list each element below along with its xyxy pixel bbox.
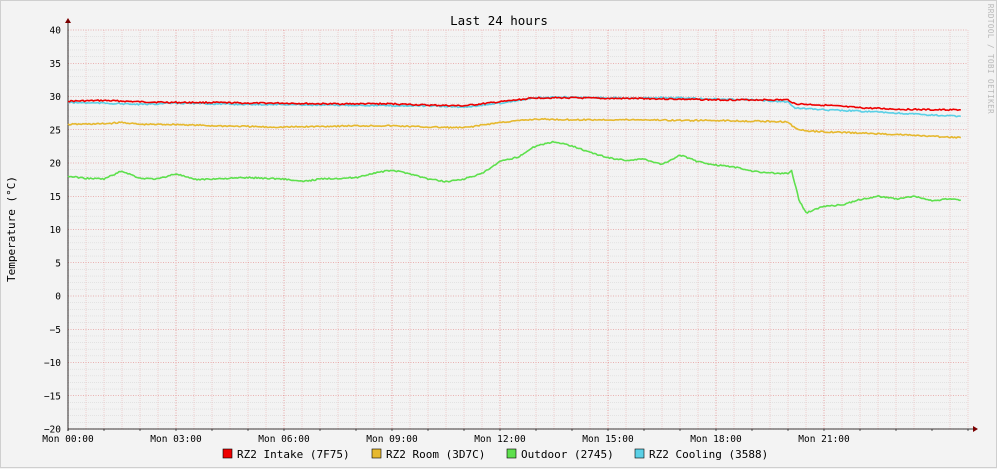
legend-label-1: RZ2 Room (3D7C) (386, 448, 485, 461)
x-tick-label: Mon 18:00 (690, 434, 742, 445)
legend-swatch-3 (634, 448, 645, 459)
axes (65, 18, 978, 432)
y-tick-label: 20 (50, 159, 62, 170)
y-tick-label: 0 (55, 292, 61, 303)
watermark: RRDTOOL / TOBI OETIKER (986, 4, 995, 114)
y-tick-label: −5 (50, 325, 61, 336)
x-tick-label: Mon 00:00 (42, 434, 94, 445)
x-tick-label: Mon 15:00 (582, 434, 634, 445)
series-line-0 (68, 96, 961, 112)
legend-label-2: Outdoor (2745) (521, 448, 614, 461)
x-tick-labels: Mon 00:00 Mon 03:00 Mon 06:00 Mon 09:00 Mon … (42, 434, 850, 445)
y-axis-label: Temperature (°C) (5, 176, 18, 282)
x-axis-arrow (973, 426, 978, 432)
legend-swatch-2 (506, 448, 517, 459)
y-tick-label: −15 (44, 391, 61, 402)
legend-label-0: RZ2 Intake (7F75) (237, 448, 350, 461)
legend: RZ2 Intake (7F75) RZ2 Room (3D7C) Outdoor … (222, 448, 768, 461)
x-tick-label: Mon 21:00 (798, 434, 850, 445)
x-tick-label: Mon 12:00 (474, 434, 526, 445)
series-line-3 (67, 95, 962, 118)
y-axis-arrow (65, 18, 71, 23)
series-line-2 (67, 140, 961, 214)
y-tick-label: 35 (50, 59, 61, 70)
y-tick-label: 40 (50, 26, 62, 37)
series-lines (67, 95, 962, 214)
x-tick-label: Mon 03:00 (150, 434, 202, 445)
legend-swatch-1 (371, 448, 382, 459)
y-tick-label: −20 (44, 425, 61, 436)
y-tick-label: 5 (55, 258, 61, 269)
y-tick-label: −10 (44, 358, 61, 369)
y-tick-label: 30 (50, 92, 62, 103)
x-tick-label: Mon 06:00 (258, 434, 310, 445)
chart-title: Last 24 hours (450, 13, 548, 28)
y-tick-label: 10 (50, 225, 62, 236)
series-line-1 (67, 117, 962, 139)
legend-swatch-0 (222, 448, 233, 459)
y-tick-label: 15 (50, 192, 61, 203)
x-tick-label: Mon 09:00 (366, 434, 418, 445)
legend-label-3: RZ2 Cooling (3588) (649, 448, 768, 461)
y-tick-label: 25 (50, 125, 61, 136)
y-tick-labels: 40 35 30 25 20 15 10 5 0 −5 −10 −15 −20 (44, 26, 61, 436)
